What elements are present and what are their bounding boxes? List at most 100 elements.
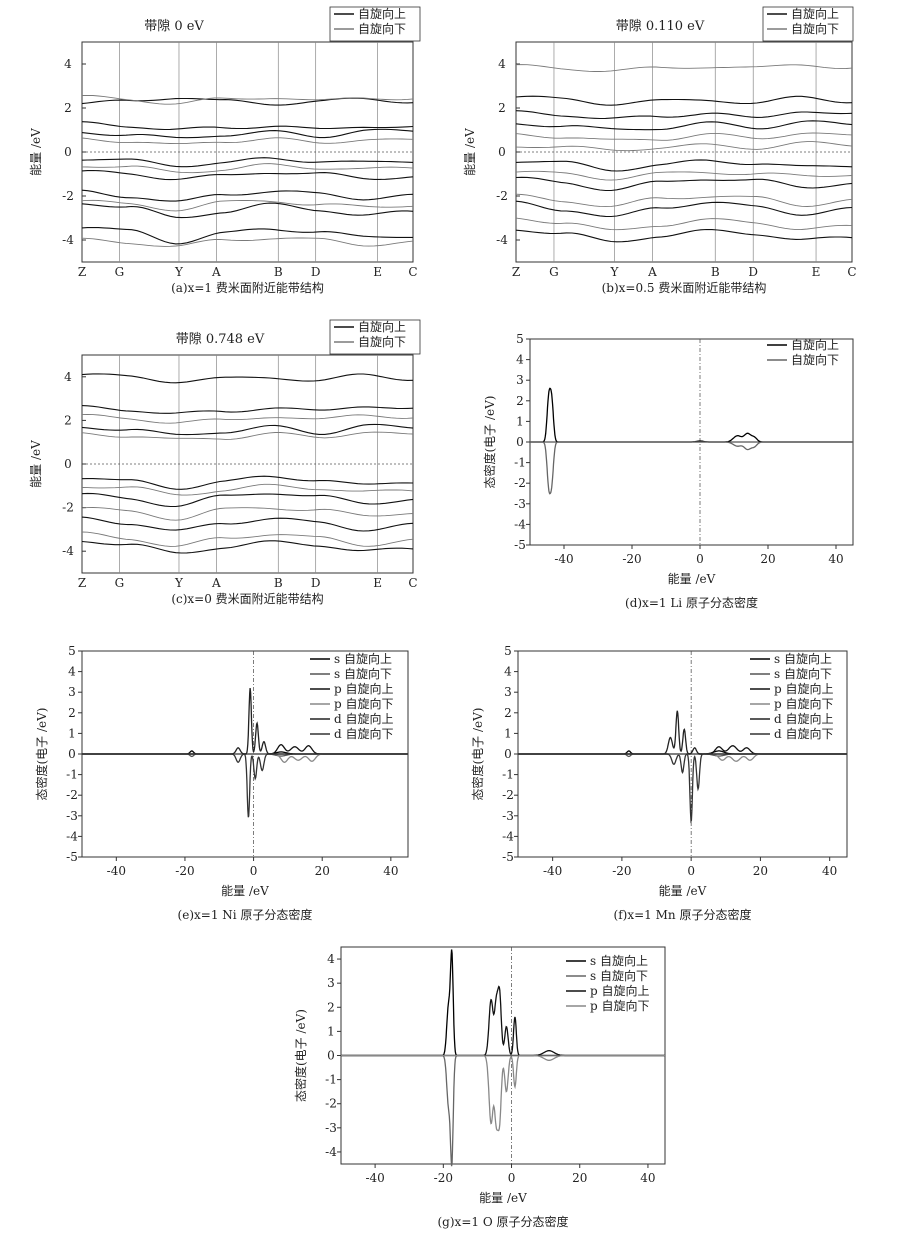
y-axis-label: 态密度(电子 /eV) bbox=[470, 708, 485, 801]
kpoint-label: C bbox=[408, 265, 417, 279]
y-tick-label: -3 bbox=[325, 1121, 337, 1135]
legend-box bbox=[329, 6, 421, 42]
band-line-up bbox=[515, 228, 853, 243]
x-tick-label: -20 bbox=[622, 552, 641, 566]
y-tick-label: -3 bbox=[502, 809, 514, 823]
x-tick-label: -40 bbox=[543, 864, 562, 878]
y-tick-label: 2 bbox=[68, 706, 76, 720]
kpoint-label: A bbox=[211, 265, 221, 279]
kpoint-label: Y bbox=[174, 576, 184, 590]
band-line-up bbox=[515, 110, 853, 120]
figure-caption: (e)x=1 Ni 原子分态密度 bbox=[178, 907, 313, 922]
band-line-down bbox=[81, 431, 414, 440]
y-tick-label: 2 bbox=[64, 413, 72, 427]
x-tick-label: 20 bbox=[753, 864, 768, 878]
y-tick-label: 4 bbox=[64, 370, 72, 384]
band-line-up bbox=[81, 475, 414, 490]
dos-panel-e: 5 4 3 2 1 0 -1 -2 -3 -4 -5 -40 -20 0 20 40 能量 /eV 态密度(电子 … bbox=[34, 644, 409, 922]
x-tick-label: 40 bbox=[828, 552, 843, 566]
x-tick-label: -40 bbox=[107, 864, 126, 878]
band-line-up bbox=[81, 189, 414, 202]
dos-series-line bbox=[518, 753, 847, 762]
legend-label: s 自旋向上 bbox=[590, 953, 648, 968]
band-line-up bbox=[81, 202, 414, 219]
y-tick-label: 1 bbox=[327, 1024, 335, 1038]
kpoint-label: D bbox=[748, 265, 758, 279]
x-tick-label: 40 bbox=[383, 864, 398, 878]
x-tick-label: 20 bbox=[760, 552, 775, 566]
kpoint-label: Z bbox=[78, 576, 86, 590]
x-tick-label: -20 bbox=[175, 864, 194, 878]
kpoint-label: E bbox=[373, 265, 382, 279]
y-tick-label: -4 bbox=[496, 233, 508, 247]
y-tick-label: -5 bbox=[514, 538, 526, 552]
y-tick-label: 5 bbox=[504, 644, 512, 658]
y-tick-label: 4 bbox=[327, 952, 335, 966]
legend-label: s 自旋向下 bbox=[590, 968, 648, 983]
band-line-up bbox=[81, 540, 414, 554]
figure-caption: (f)x=1 Mn 原子分态密度 bbox=[614, 907, 752, 922]
band-line-up bbox=[81, 157, 414, 168]
y-tick-label: 1 bbox=[68, 726, 76, 740]
legend-label: 自旋向下 bbox=[358, 334, 406, 349]
kpoint-label: B bbox=[711, 265, 720, 279]
kpoint-label: A bbox=[211, 576, 221, 590]
x-axis-label: 能量 /eV bbox=[221, 884, 269, 898]
x-tick-label: 40 bbox=[822, 864, 837, 878]
x-tick-label: -20 bbox=[612, 864, 631, 878]
y-tick-label: 0 bbox=[504, 747, 512, 761]
legend-label: 自旋向下 bbox=[791, 21, 839, 36]
band-line-up bbox=[515, 120, 853, 131]
band-line-up bbox=[81, 405, 414, 414]
figure-caption: (g)x=1 O 原子分态密度 bbox=[438, 1214, 569, 1229]
y-tick-label: 4 bbox=[68, 665, 76, 679]
band-line-up bbox=[81, 128, 414, 139]
legend-box bbox=[329, 319, 421, 355]
y-tick-label: 0 bbox=[516, 435, 524, 449]
kpoint-label: D bbox=[311, 576, 321, 590]
kpoint-label: G bbox=[115, 576, 125, 590]
kpoint-label: E bbox=[373, 576, 382, 590]
y-tick-label: -4 bbox=[62, 544, 74, 558]
y-axis-label: 态密度(电子 /eV) bbox=[482, 396, 497, 489]
band-line-up bbox=[81, 516, 414, 532]
y-tick-label: 0 bbox=[327, 1049, 335, 1063]
y-axis-label: 态密度(电子 /eV) bbox=[34, 708, 49, 801]
band-line-down bbox=[81, 94, 414, 105]
x-axis-label: 能量 /eV bbox=[659, 884, 707, 898]
band-line-down bbox=[515, 141, 853, 152]
band-line-up bbox=[515, 176, 853, 192]
dos-series-line bbox=[530, 387, 853, 443]
y-tick-label: 2 bbox=[504, 706, 512, 720]
dos-panel-f: 5 4 3 2 1 0 -1 -2 -3 -4 -5 -40 -20 0 20 40 能量 /eV 态密度(电子 … bbox=[470, 644, 848, 922]
dos-series-line bbox=[341, 1054, 665, 1132]
x-tick-label: 40 bbox=[640, 1171, 655, 1185]
y-tick-label: 0 bbox=[68, 747, 76, 761]
y-tick-label: 2 bbox=[498, 101, 506, 115]
legend-label: 自旋向上 bbox=[791, 6, 839, 21]
legend-label: d 自旋向下 bbox=[774, 726, 834, 741]
band-line-up bbox=[515, 95, 853, 106]
kpoint-label: G bbox=[549, 265, 559, 279]
legend-label: s 自旋向上 bbox=[334, 651, 392, 666]
y-axis-label: 能量 /eV bbox=[29, 440, 43, 488]
dos-series-line bbox=[518, 753, 847, 824]
y-tick-label: 1 bbox=[504, 726, 512, 740]
y-tick-label: -2 bbox=[502, 788, 514, 802]
legend-label: s 自旋向下 bbox=[334, 666, 392, 681]
y-tick-label: -4 bbox=[62, 233, 74, 247]
y-tick-label: 2 bbox=[516, 394, 524, 408]
y-tick-label: 4 bbox=[64, 57, 72, 71]
figure-caption: (a)x=1 费米面附近能带结构 bbox=[171, 280, 324, 295]
dos-series-line bbox=[530, 441, 853, 495]
kpoint-label: A bbox=[647, 265, 657, 279]
dos-panel-g: 4 3 2 1 0 -1 -2 -3 -4 -40 -20 0 20 40 能量 /eV 态密度(电子 /eV… bbox=[293, 946, 666, 1229]
y-tick-label: 3 bbox=[68, 685, 76, 699]
y-tick-label: -4 bbox=[502, 829, 514, 843]
band-line-down bbox=[515, 132, 853, 141]
band-line-down bbox=[81, 199, 414, 212]
band-panel-b: Z G Y A B D E C 4 2 0 -2 -4 能量 /eV 带隙 0.110 eV (b)x=0.5… bbox=[463, 6, 857, 295]
